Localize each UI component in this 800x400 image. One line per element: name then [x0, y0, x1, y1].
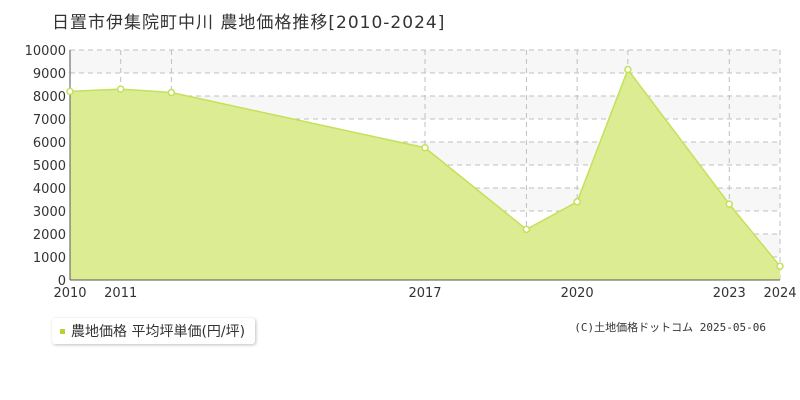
x-tick-labels: 2010 2011 2017 2020 2023 2024: [53, 286, 796, 301]
data-point: [116, 85, 125, 93]
y-tick-label: 4000: [33, 182, 66, 197]
credit-text: (C)土地価格ドットコム 2025-05-06: [574, 321, 766, 334]
data-point: [725, 200, 734, 208]
chart-title: 日置市伊集院町中川 農地価格推移[2010-2024]: [52, 13, 446, 33]
x-tick-label: 2011: [104, 286, 137, 301]
x-tick-label: 2023: [713, 286, 746, 301]
y-tick-labels: 0 1000 2000 3000 4000 5000 6000 7000 8000 9000 100…: [25, 44, 66, 289]
x-tick-label: 2010: [53, 286, 86, 301]
y-tick-label: 2000: [33, 228, 66, 243]
chart-points: [66, 65, 784, 270]
y-tick-label: 6000: [33, 136, 66, 151]
data-point: [776, 262, 784, 270]
y-tick-label: 8000: [33, 90, 66, 105]
data-point: [66, 87, 74, 96]
legend-label: 農地価格 平均坪単価(円/坪): [71, 324, 246, 340]
legend: 農地価格 平均坪単価(円/坪): [52, 318, 256, 344]
data-point: [421, 144, 429, 152]
y-tick-label: 1000: [33, 251, 66, 266]
x-tick-label: 2024: [763, 286, 796, 301]
y-tick-label: 7000: [33, 113, 66, 128]
data-point: [624, 65, 632, 74]
y-tick-label: 3000: [33, 205, 66, 220]
y-tick-label: 10000: [25, 44, 66, 59]
y-tick-label: 0: [58, 274, 66, 289]
y-tick-label: 9000: [33, 67, 66, 82]
series-area-fill: [70, 69, 780, 280]
x-tick-label: 2020: [561, 286, 594, 301]
data-point: [522, 225, 531, 234]
x-tick-label: 2017: [408, 286, 441, 301]
legend-marker-icon: [60, 328, 65, 334]
y-tick-label: 5000: [33, 159, 66, 174]
data-point: [573, 198, 581, 206]
data-point: [167, 88, 176, 97]
